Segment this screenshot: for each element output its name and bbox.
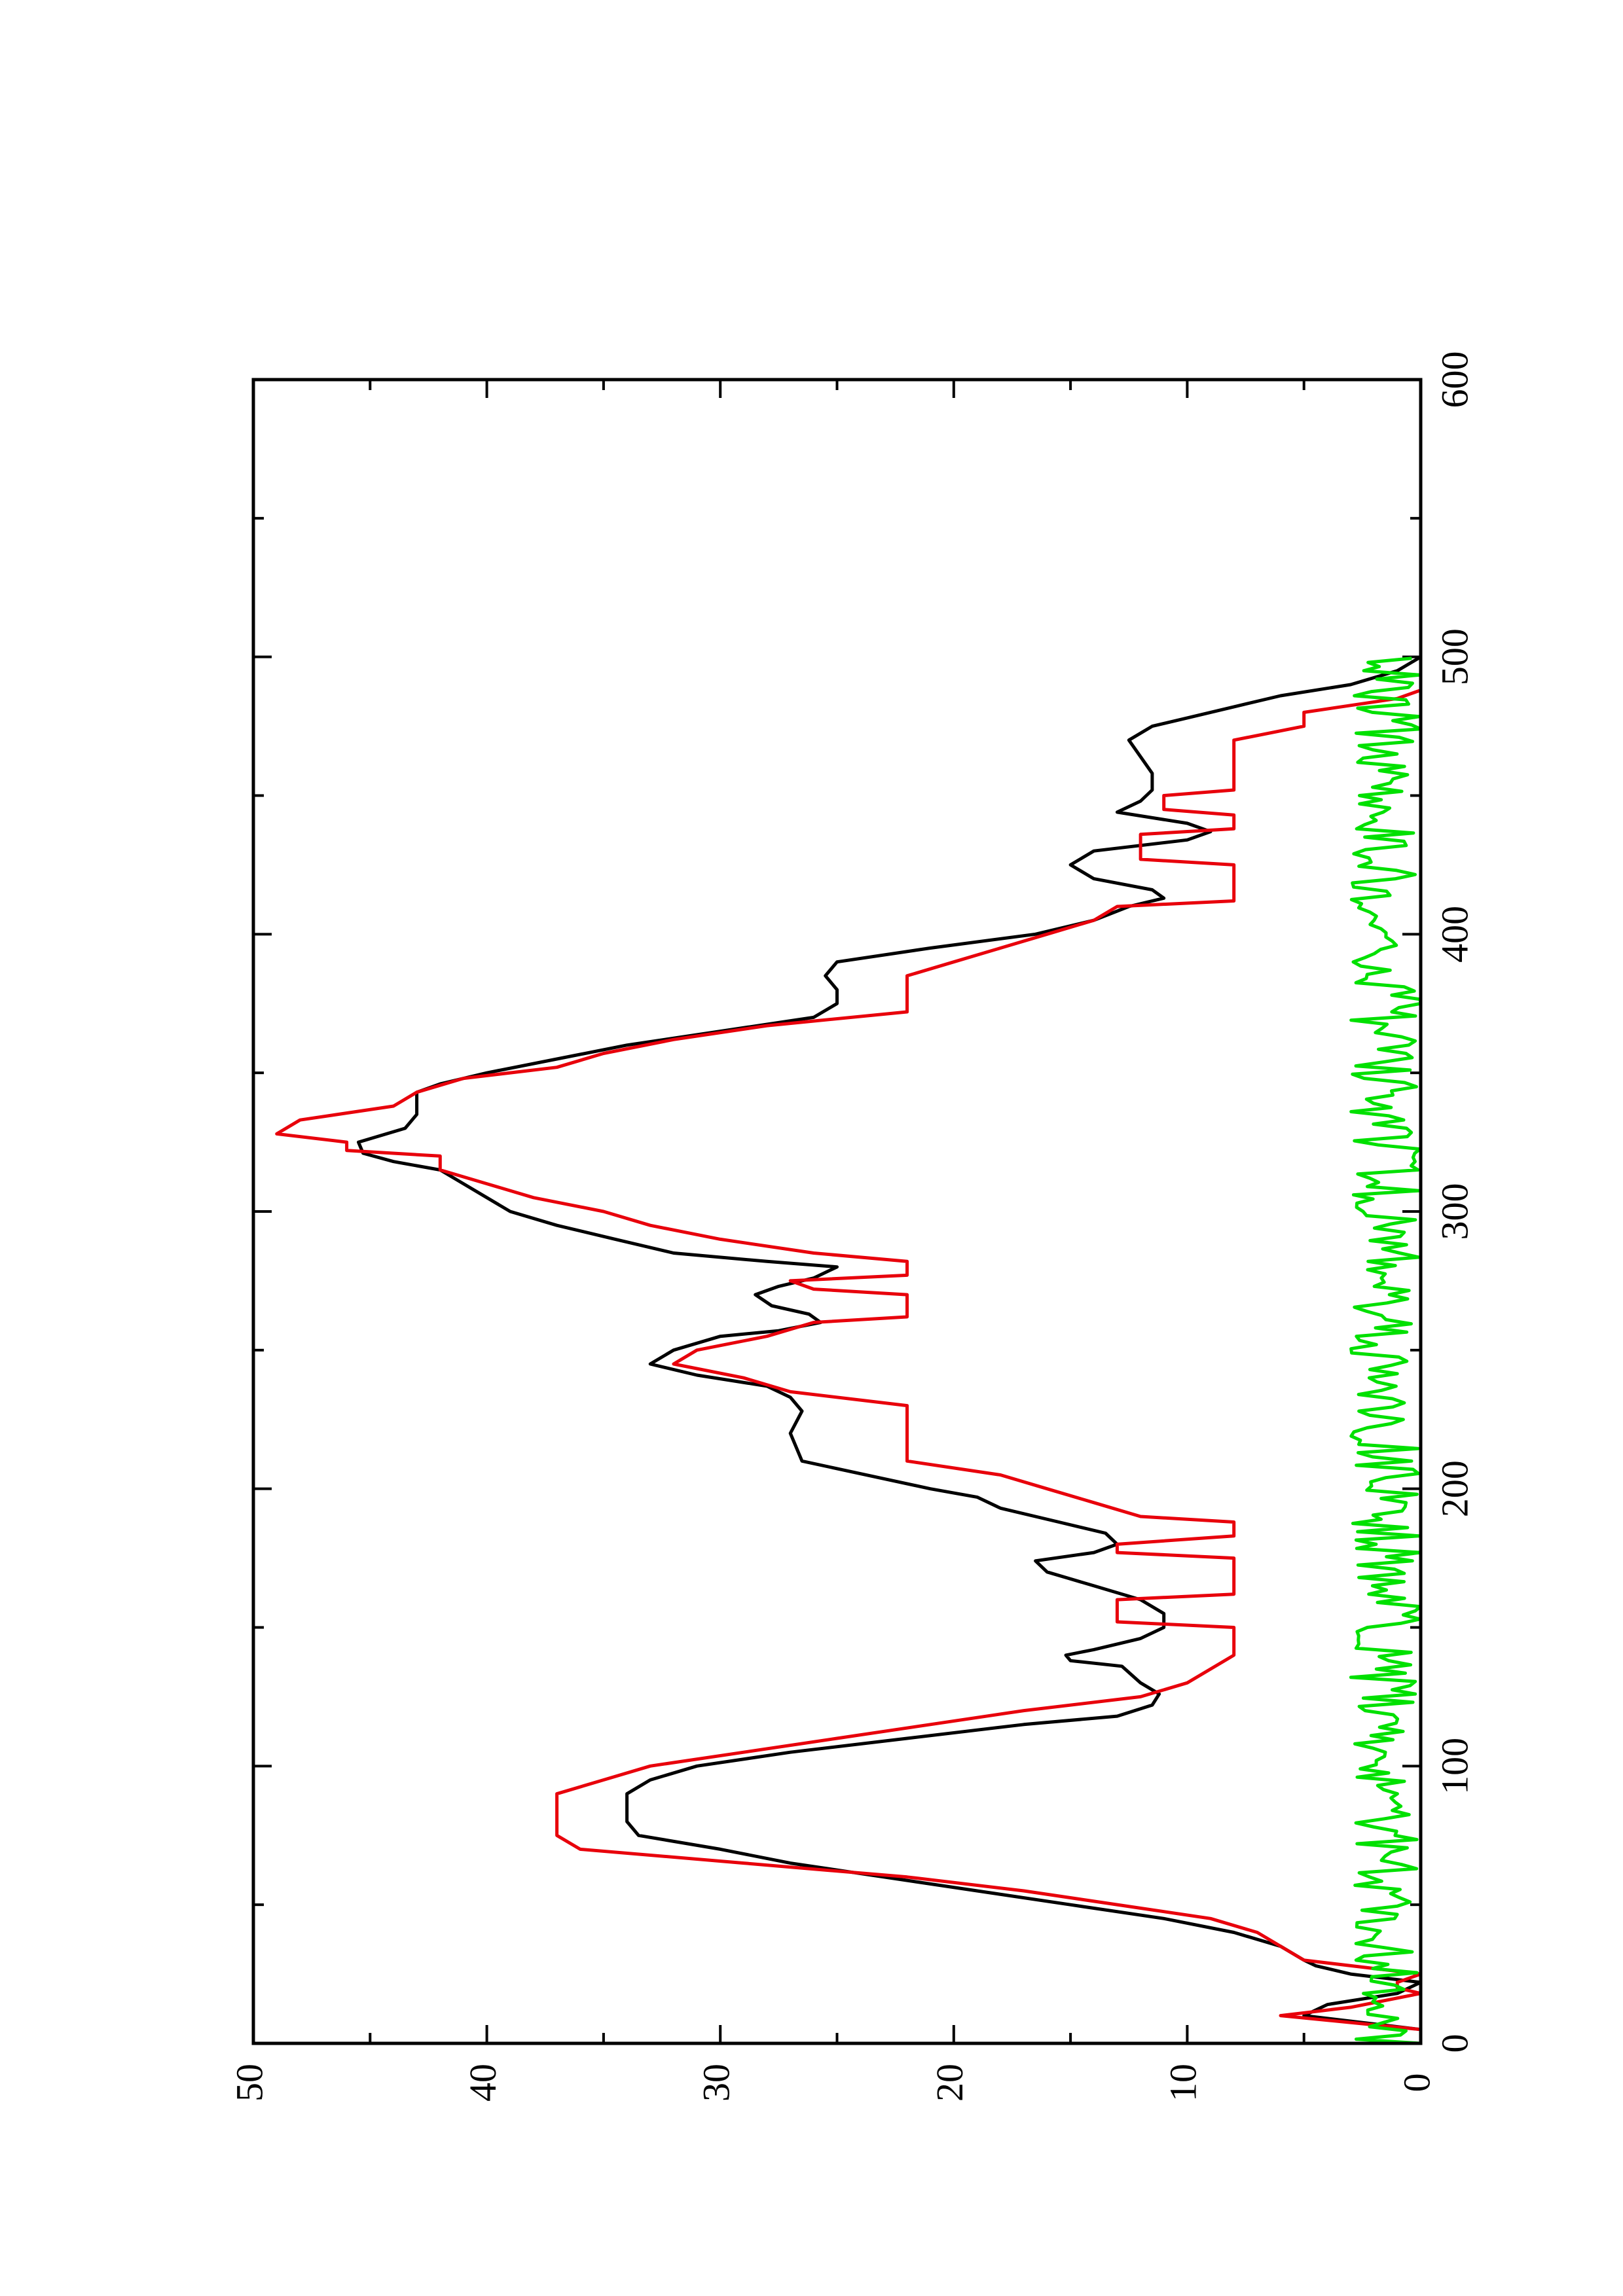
y-tick-label: 30 [695, 2064, 738, 2102]
x-tick-label: 400 [1433, 906, 1476, 963]
plot-frame [251, 378, 1423, 2045]
tick-labels: 0 100 200 300 400 500 600 0 10 20 30 40 50 [228, 351, 1476, 2102]
x-tick-label: 100 [1433, 1738, 1476, 1795]
series-line-2 [275, 656, 1423, 2043]
x-tick-label: 0 [1433, 2034, 1476, 2053]
y-tick-label: 10 [1162, 2064, 1205, 2102]
y-tick-label: 50 [228, 2064, 270, 2102]
y-tick-label: 20 [928, 2064, 971, 2102]
y-tick-label: 40 [462, 2064, 504, 2102]
x-tick-label: 500 [1433, 628, 1476, 685]
y-tick-label: 0 [1395, 2073, 1438, 2092]
axis-ticks [252, 378, 1422, 2045]
x-tick-label: 600 [1433, 351, 1476, 408]
series-line-3 [1349, 656, 1423, 2045]
series-layer [275, 655, 1423, 2045]
series-line-1 [357, 655, 1423, 2043]
x-tick-label: 300 [1433, 1183, 1476, 1240]
x-tick-label: 200 [1433, 1460, 1476, 1517]
